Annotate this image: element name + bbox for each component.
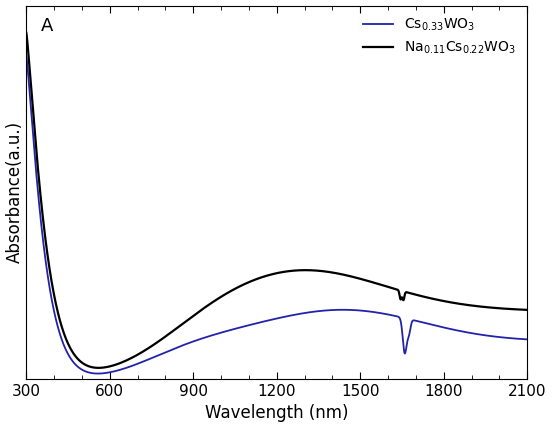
Cs$_{0.33}$WO$_3$ [323,308,330,313]
Y-axis label: Absorbance(a.u.): Absorbance(a.u.) [6,121,24,263]
Cs$_{0.33}$WO$_3$ [23,53,30,58]
Na$_{0.11}$Cs$_{0.22}$WO$_3$ [349,274,355,279]
Cs$_{0.33}$WO$_3$ [397,317,404,322]
Legend: Cs$_{0.33}$WO$_3$, Na$_{0.11}$Cs$_{0.22}$WO$_3$: Cs$_{0.33}$WO$_3$, Na$_{0.11}$Cs$_{0.22}… [358,12,520,61]
Cs$_{0.33}$WO$_3$ [215,331,221,336]
Na$_{0.11}$Cs$_{0.22}$WO$_3$ [323,269,330,274]
Line: Cs$_{0.33}$WO$_3$: Cs$_{0.33}$WO$_3$ [26,56,527,374]
Cs$_{0.33}$WO$_3$ [524,337,530,342]
Na$_{0.11}$Cs$_{0.22}$WO$_3$ [524,307,530,312]
Na$_{0.11}$Cs$_{0.22}$WO$_3$ [23,30,30,36]
Cs$_{0.33}$WO$_3$ [94,371,101,376]
Cs$_{0.33}$WO$_3$ [435,324,442,329]
Na$_{0.11}$Cs$_{0.22}$WO$_3$ [435,297,442,303]
Na$_{0.11}$Cs$_{0.22}$WO$_3$ [95,365,102,370]
Cs$_{0.33}$WO$_3$ [114,368,121,373]
Cs$_{0.33}$WO$_3$ [349,307,355,312]
Text: A: A [41,17,54,35]
Na$_{0.11}$Cs$_{0.22}$WO$_3$ [215,296,221,301]
Na$_{0.11}$Cs$_{0.22}$WO$_3$ [114,362,121,367]
Line: Na$_{0.11}$Cs$_{0.22}$WO$_3$: Na$_{0.11}$Cs$_{0.22}$WO$_3$ [26,33,527,368]
X-axis label: Wavelength (nm): Wavelength (nm) [205,404,348,422]
Na$_{0.11}$Cs$_{0.22}$WO$_3$ [397,296,404,301]
